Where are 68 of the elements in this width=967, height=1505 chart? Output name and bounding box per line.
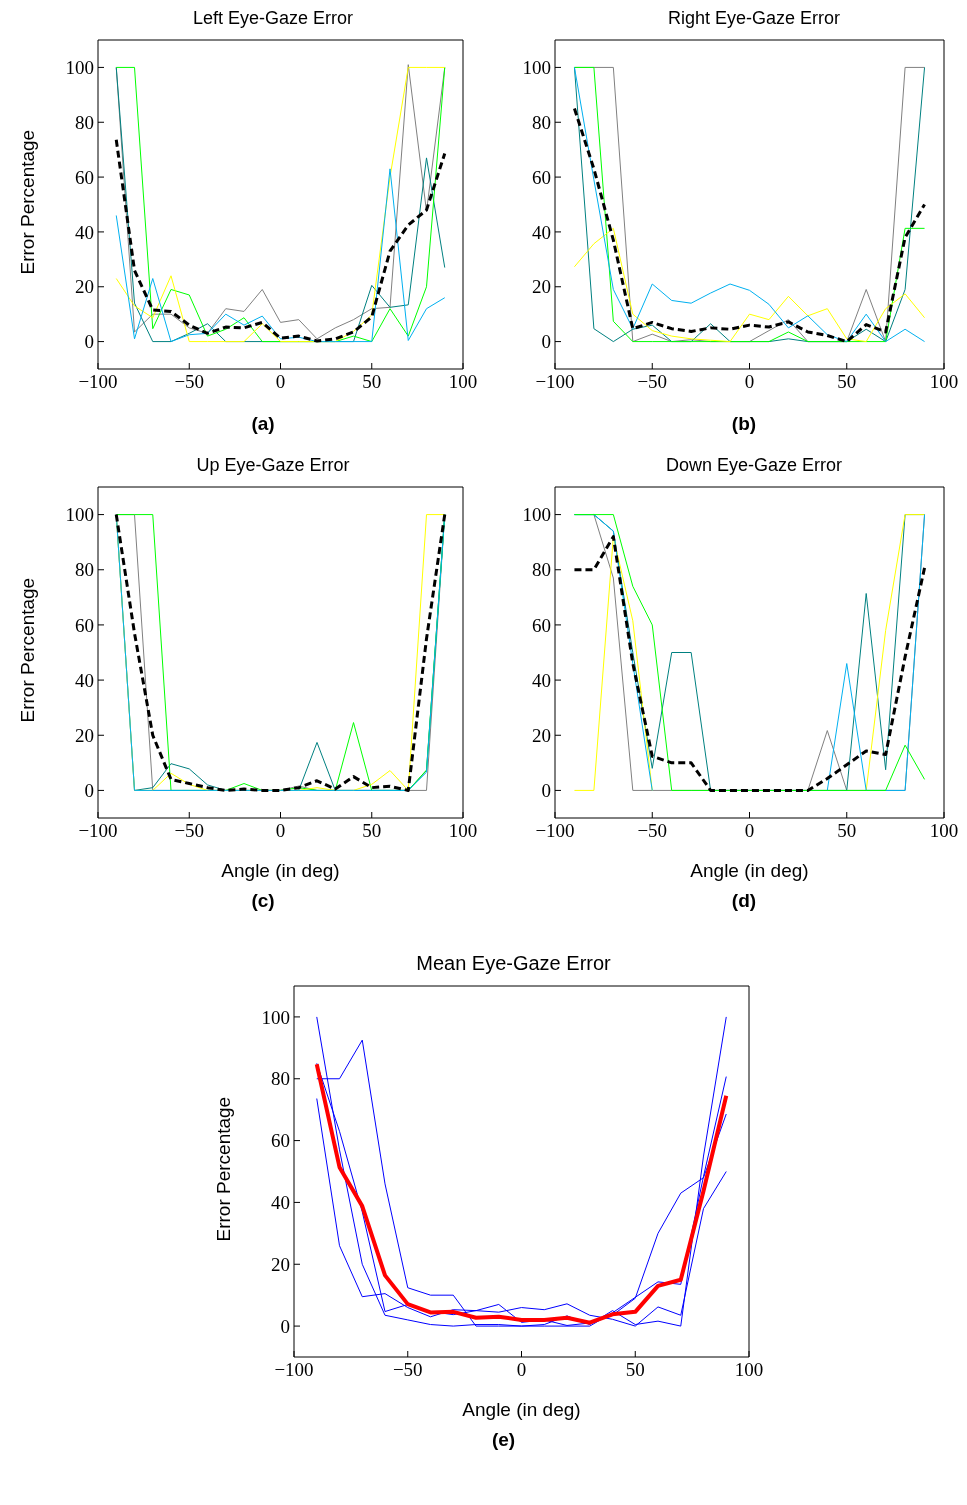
x-tick-label: −50 — [637, 820, 668, 842]
y-tick-label: 40 — [75, 221, 94, 243]
x-tick-label: 100 — [448, 820, 478, 842]
y-tick-label: 80 — [532, 559, 551, 581]
x-tick-label: 100 — [734, 1359, 763, 1381]
y-tick-label: 20 — [270, 1253, 290, 1275]
y-tick-label: 40 — [532, 221, 551, 243]
y-tick-label: 60 — [270, 1130, 290, 1152]
y-tick-label: 0 — [280, 1315, 290, 1337]
chart-title: Down Eye-Gaze Error — [664, 455, 844, 476]
x-tick-label: 100 — [448, 371, 478, 393]
y-tick-label: 0 — [84, 331, 94, 353]
x-tick-label: 50 — [625, 1359, 645, 1381]
y-tick-label: 40 — [75, 669, 94, 691]
y-tick-label: 60 — [532, 166, 551, 188]
x-tick-label: 0 — [744, 820, 755, 842]
x-tick-label: −50 — [174, 371, 205, 393]
y-tick-label: 100 — [261, 1006, 290, 1028]
x-tick-label: −100 — [535, 371, 575, 393]
chart-title: Mean Eye-Gaze Error — [415, 952, 612, 975]
x-tick-label: 50 — [837, 371, 857, 393]
y-tick-label: 40 — [270, 1192, 290, 1214]
x-tick-label: −100 — [273, 1359, 314, 1381]
y-tick-label: 60 — [532, 614, 551, 636]
y-tick-label: 100 — [522, 57, 551, 79]
x-tick-label: −50 — [174, 820, 205, 842]
x-tick-label: 50 — [362, 820, 382, 842]
x-tick-label: 100 — [929, 820, 959, 842]
x-axis-title: Angle (in deg) — [461, 1399, 581, 1420]
x-tick-label: 50 — [837, 820, 857, 842]
y-axis-title: Error Percentage — [16, 577, 38, 723]
text: (c) — [250, 890, 276, 912]
x-tick-label: 0 — [744, 371, 755, 393]
y-tick-label: 0 — [84, 780, 94, 802]
text: (a) — [250, 413, 276, 435]
x-tick-label: −100 — [535, 820, 575, 842]
chart-title: Right Eye-Gaze Error — [666, 8, 842, 29]
y-tick-label: 20 — [75, 724, 94, 746]
y-tick-label: 0 — [541, 331, 551, 353]
text: (e) — [490, 1429, 517, 1451]
y-tick-label: 20 — [75, 276, 94, 298]
y-axis-title: Error Percentage — [16, 129, 38, 275]
y-tick-label: 40 — [532, 669, 551, 691]
y-tick-label: 100 — [522, 504, 551, 526]
y-tick-label: 100 — [65, 57, 94, 79]
x-tick-label: −50 — [637, 371, 668, 393]
y-tick-label: 60 — [75, 166, 94, 188]
text: (d) — [730, 890, 758, 912]
y-tick-label: 80 — [75, 112, 94, 133]
y-tick-label: 0 — [541, 780, 551, 802]
y-axis-title: Error Percentage — [212, 1096, 234, 1242]
x-axis-title: Angle (in deg) — [690, 860, 809, 881]
y-tick-label: 80 — [270, 1068, 290, 1090]
x-tick-label: 50 — [362, 371, 382, 393]
y-tick-label: 80 — [75, 559, 94, 581]
y-tick-label: 80 — [532, 112, 551, 133]
x-axis-title: Angle (in deg) — [221, 860, 340, 881]
chart-title: Up Eye-Gaze Error — [195, 455, 351, 476]
x-tick-label: −100 — [78, 820, 118, 842]
y-tick-label: 60 — [75, 614, 94, 636]
x-tick-label: −100 — [78, 371, 118, 393]
x-tick-label: −50 — [392, 1359, 423, 1381]
y-tick-label: 20 — [532, 724, 551, 746]
y-tick-label: 20 — [532, 276, 551, 298]
chart-title: Left Eye-Gaze Error — [191, 8, 355, 29]
y-tick-label: 100 — [65, 504, 94, 526]
text: (b) — [730, 413, 758, 435]
x-tick-label: 100 — [929, 371, 959, 393]
